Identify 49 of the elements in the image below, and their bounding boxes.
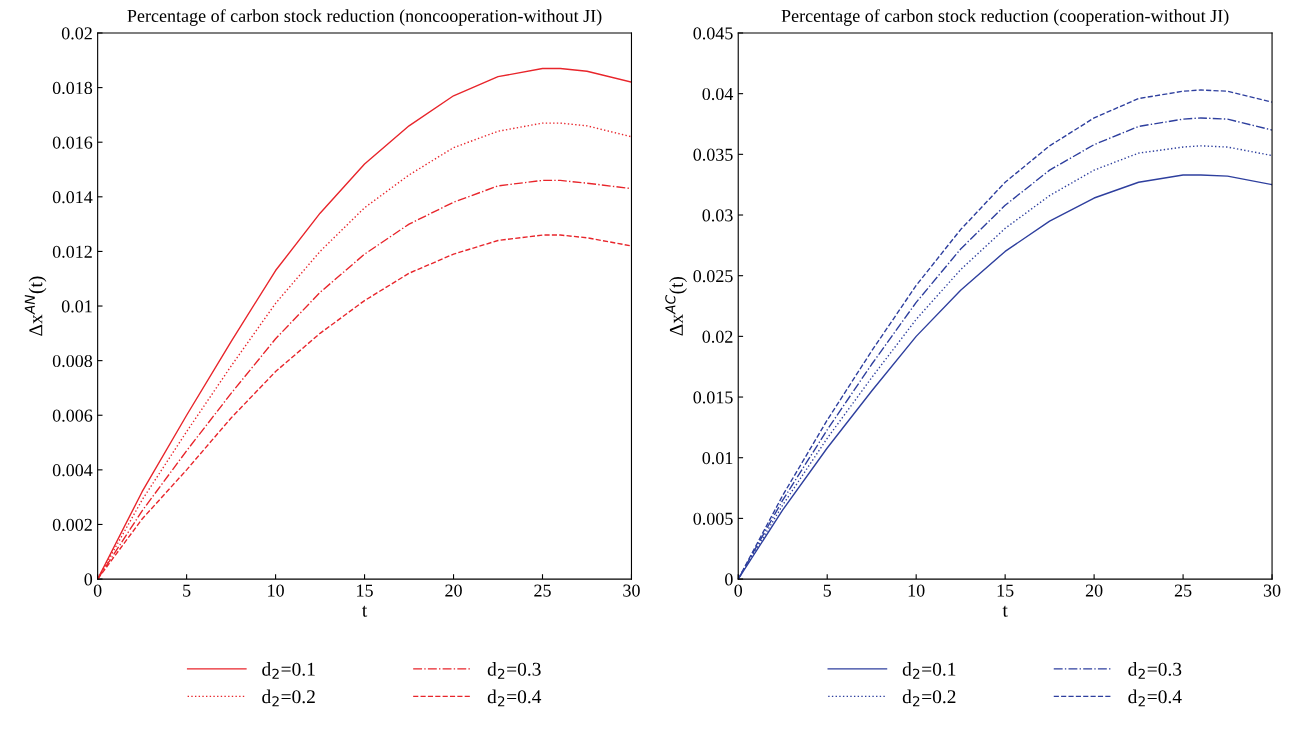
y-tick-label: 0.008 [52, 354, 93, 368]
y-tick-label: 0.03 [702, 209, 733, 222]
y-tick-label: 0.002 [52, 518, 92, 531]
legend-label: d$_{2}$=0.2 [262, 689, 315, 707]
x-tick-label: 0 [734, 584, 743, 597]
y-tick-label: 0.045 [693, 27, 733, 40]
y-tick-label: 0.01 [61, 300, 92, 313]
legend-label: d$_{2}$=0.3 [1128, 662, 1182, 679]
y-tick-label: 0.035 [693, 148, 733, 161]
y-tick-label: 0.016 [52, 136, 93, 149]
x-tick-label: 30 [623, 584, 640, 597]
x-tick-label: 20 [445, 584, 462, 597]
x-tick-label: 5 [183, 584, 191, 597]
x-tick-label: 15 [357, 584, 373, 597]
x-tick-label: 20 [1085, 584, 1103, 597]
y-tick-label: 0 [84, 573, 93, 586]
x-tick-label: 10 [908, 584, 925, 597]
y-tick-label: 0.012 [52, 245, 92, 258]
x-tick-label: 0 [93, 584, 102, 597]
y-tick-label: 0.015 [693, 391, 733, 404]
legend-label: d$_{2}$=0.4 [487, 689, 542, 707]
x-axis-title: t [1002, 605, 1008, 617]
y-tick-label: 0.006 [52, 409, 93, 422]
x-tick-label: 5 [823, 584, 832, 597]
y-axis-title: Δx$^{AN}$(t) [24, 276, 47, 336]
y-tick-label: 0.02 [702, 330, 733, 343]
legend-label: d$_{2}$=0.3 [487, 662, 541, 679]
legend-label: d$_{2}$=0.4 [1128, 689, 1182, 707]
y-tick-label: 0.025 [693, 269, 733, 283]
x-tick-label: 25 [534, 584, 551, 597]
y-tick-label: 0.02 [61, 27, 92, 40]
y-tick-label: 0.004 [52, 464, 93, 477]
x-axis-title: t [362, 605, 368, 617]
y-tick-label: 0 [725, 573, 733, 586]
x-tick-label: 15 [997, 584, 1014, 597]
x-tick-label: 10 [268, 584, 284, 597]
chart-title: Percentage of carbon stock reduction (cooperation-without JI) [781, 9, 1229, 26]
legend-label: d$_{2}$=0.1 [262, 662, 315, 679]
x-tick-label: 30 [1263, 584, 1281, 597]
y-tick-label: 0.01 [702, 451, 733, 465]
y-tick-label: 0.005 [693, 512, 733, 525]
legend-label: d$_{2}$=0.1 [902, 662, 956, 679]
x-tick-label: 25 [1174, 584, 1192, 597]
y-tick-label: 0.04 [702, 87, 734, 101]
y-tick-label: 0.018 [52, 81, 93, 95]
legend-label: d$_{2}$=0.2 [902, 689, 956, 707]
y-axis-title: Δx$^{AC}$(t) [665, 276, 687, 336]
chart-title: Percentage of carbon stock reduction (noncooperation-without JI) [127, 9, 602, 26]
y-tick-label: 0.014 [52, 191, 93, 204]
